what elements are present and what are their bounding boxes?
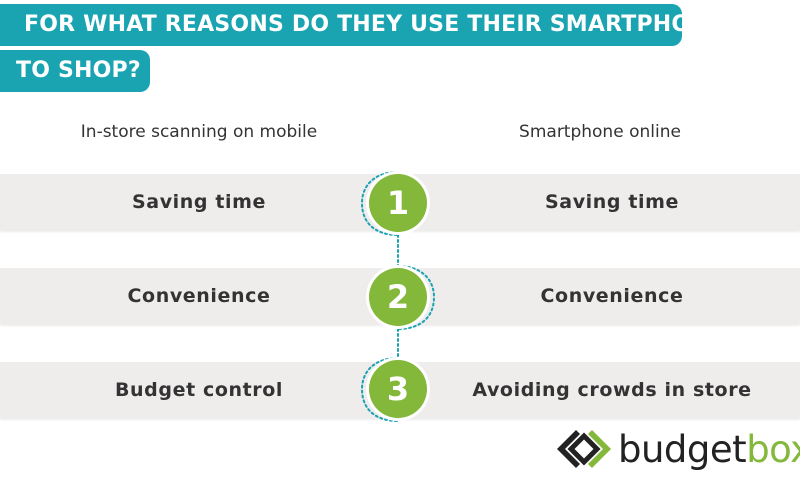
online-reason-3: Avoiding crowds in store xyxy=(472,379,752,401)
rank-badge-1: 1 xyxy=(369,174,427,232)
budgetbox-logo: budgetbox xyxy=(554,426,800,476)
column-header-in-store: In-store scanning on mobile xyxy=(80,122,318,142)
logo-text-budget: budget xyxy=(618,428,747,471)
title-line-1: FOR WHAT REASONS DO THEY USE THEIR SMART… xyxy=(0,4,724,46)
rank-badge-2: 2 xyxy=(369,268,427,326)
rank-badge-3: 3 xyxy=(369,360,427,418)
title-line-2: TO SHOP? xyxy=(0,50,150,92)
logo-text-box: box xyxy=(746,428,800,471)
in-store-reason-3: Budget control xyxy=(114,379,284,401)
online-reason-1: Saving time xyxy=(544,191,680,213)
in-store-reason-1: Saving time xyxy=(131,191,267,213)
budgetbox-logo-icon xyxy=(557,430,611,468)
online-reason-2: Convenience xyxy=(540,285,684,307)
column-header-online: Smartphone online xyxy=(519,122,681,142)
in-store-reason-2: Convenience xyxy=(127,285,271,307)
